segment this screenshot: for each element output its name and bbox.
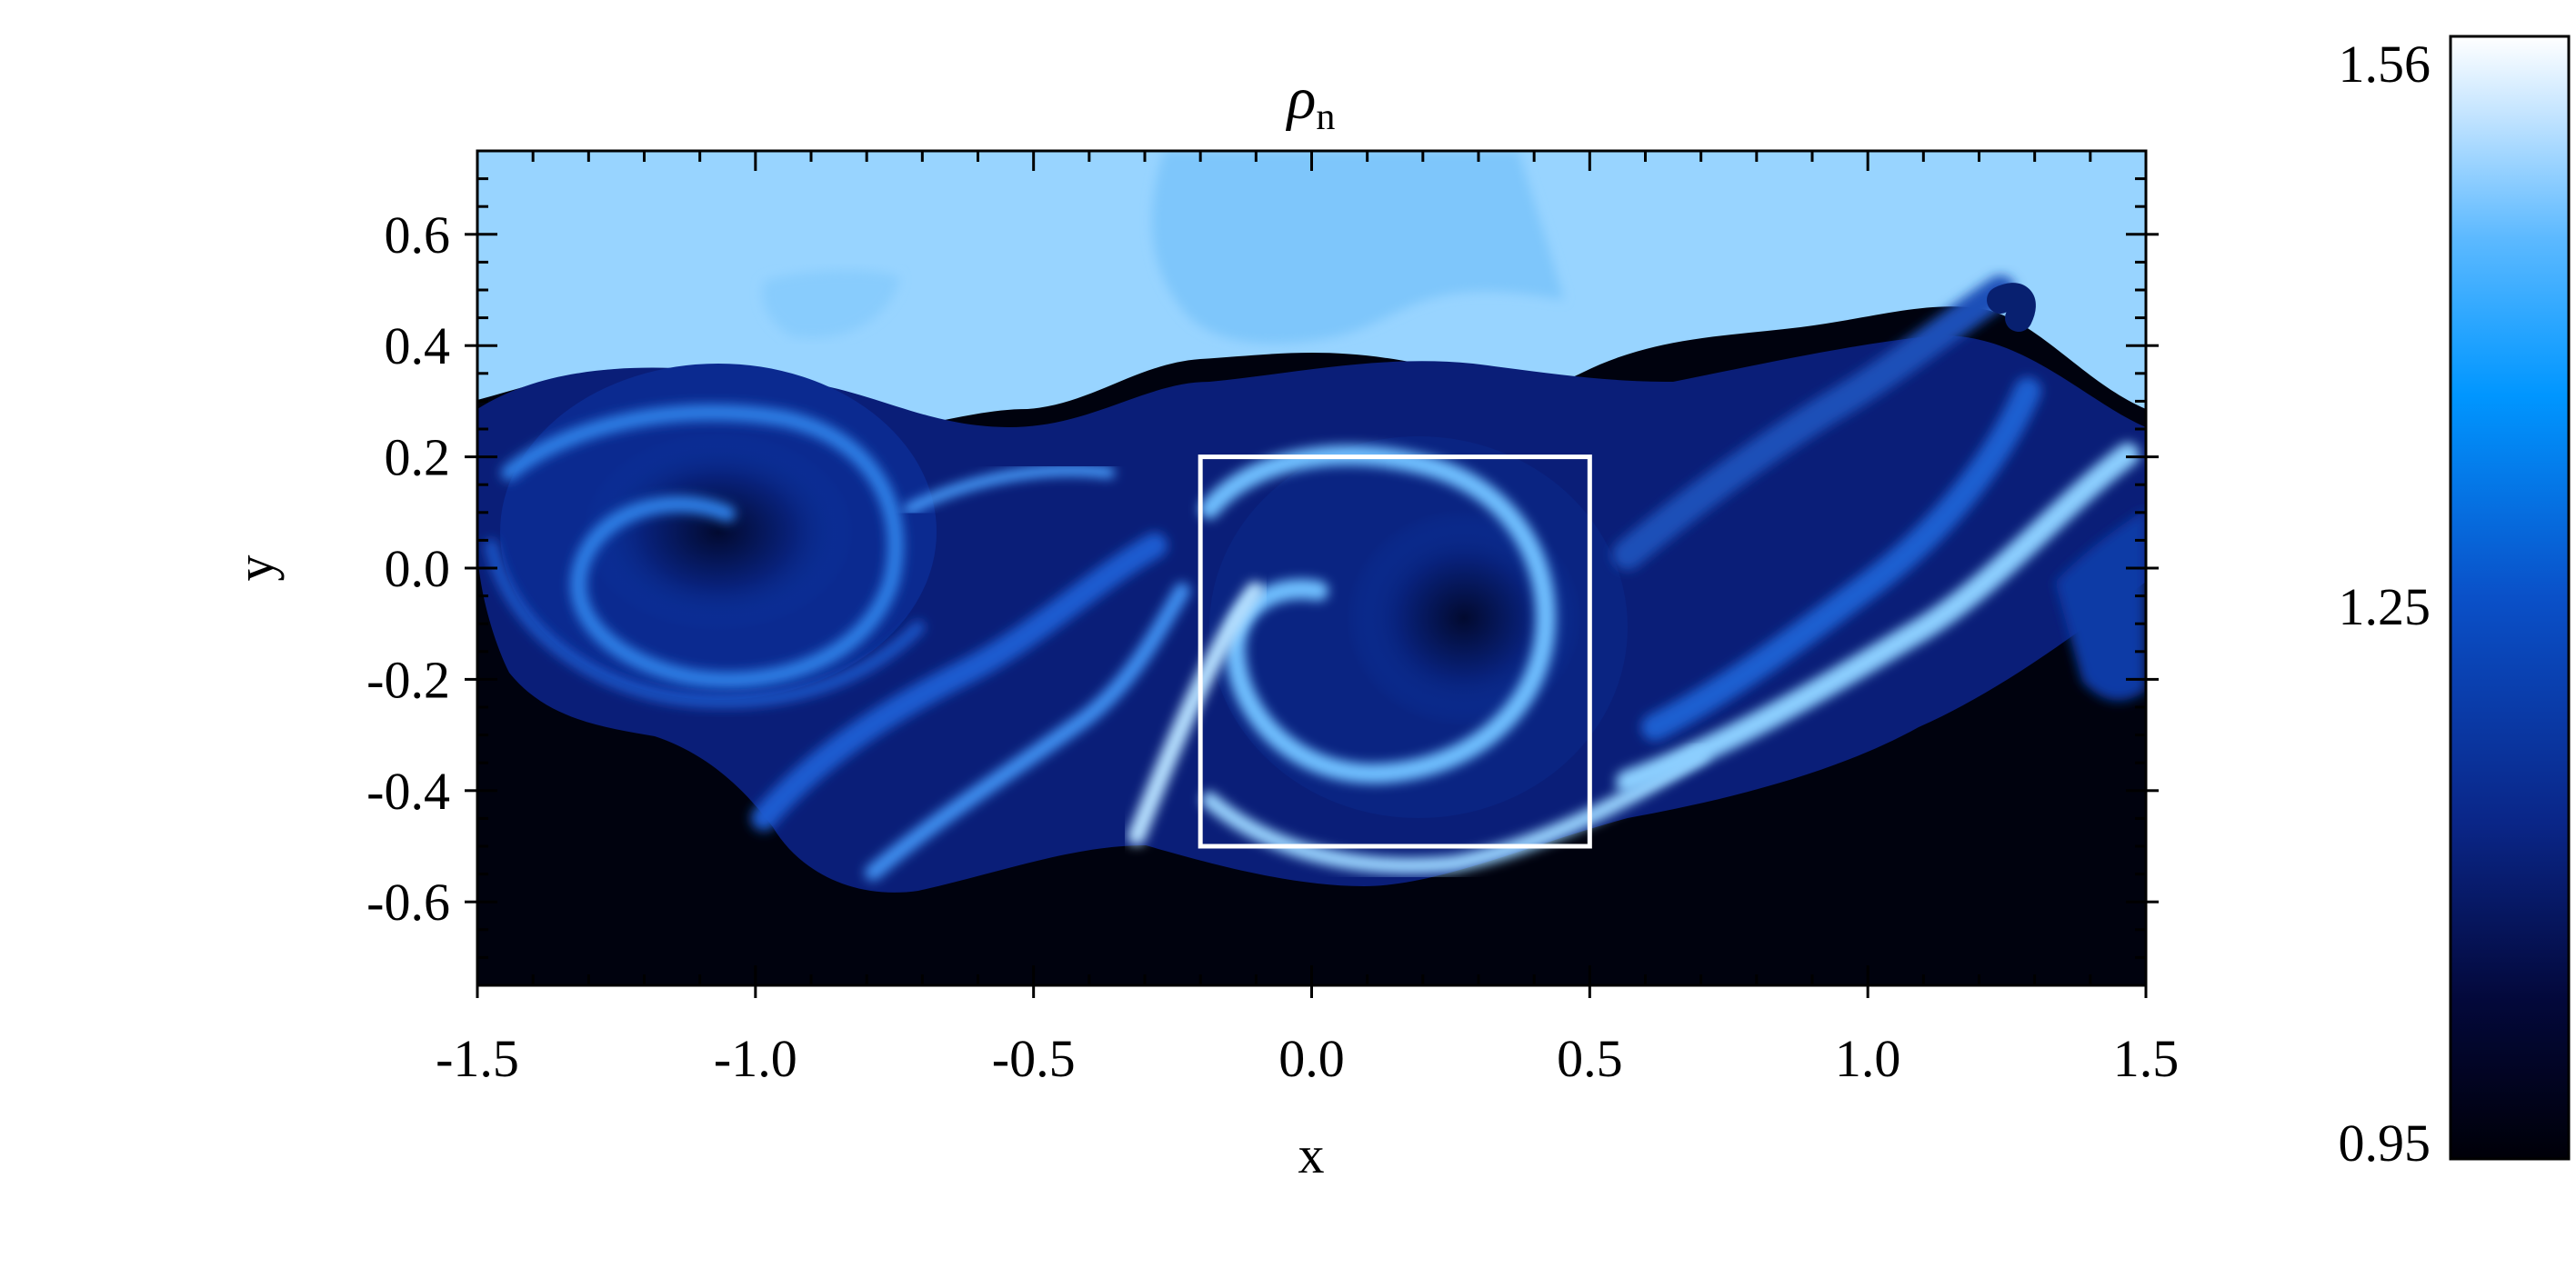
density-field	[477, 151, 2146, 985]
right-filament-5	[2055, 509, 2146, 701]
chart-title: ρn	[1286, 65, 1336, 138]
x-tick-label: 0.0	[1278, 1029, 1345, 1088]
x-tick-label: -1.5	[436, 1029, 519, 1088]
central-vortex-arm-3	[1201, 746, 1709, 874]
center-left-filament-2	[865, 583, 1190, 881]
y-tick-label: 0.4	[385, 316, 451, 375]
y-tick-label: 0.6	[385, 205, 451, 265]
left-vortex-core	[582, 432, 855, 632]
y-tick-label: -0.2	[366, 650, 450, 709]
colorbar	[2449, 35, 2571, 1161]
right-filament-2	[1641, 377, 2041, 741]
y-axis-ticks	[465, 149, 2159, 987]
x-tick-label: -0.5	[992, 1029, 1076, 1088]
highlight-box	[1198, 454, 1592, 849]
x-tick-label: 1.5	[2113, 1029, 2180, 1088]
colorbar-min-label: 0.95	[2339, 1113, 2431, 1173]
x-axis-tick-labels: -1.5 -1.0 -0.5 0.0 0.5 1.0 1.5	[436, 1029, 2179, 1088]
right-filament-3	[1612, 275, 2016, 570]
center-left-filament-1	[751, 533, 1168, 831]
y-tick-label: 0.0	[385, 539, 451, 598]
colorbar-max-label: 1.56	[2339, 35, 2431, 94]
right-filament-1	[1616, 443, 2140, 794]
x-tick-label: 1.0	[1835, 1029, 1901, 1088]
chart-title-symbol: ρ	[1286, 65, 1317, 132]
x-axis-label: x	[1298, 1125, 1325, 1184]
y-axis-tick-labels: 0.6 0.4 0.2 0.0 -0.2 -0.4 -0.6	[366, 205, 450, 932]
central-vortex-arm-2	[1128, 582, 1264, 845]
y-tick-label: -0.6	[366, 873, 450, 932]
y-axis-label: y	[226, 555, 285, 582]
field-upper-patch	[1151, 151, 1564, 344]
y-tick-label: 0.2	[385, 428, 451, 487]
central-vortex-core	[1346, 509, 1582, 727]
left-vortex-arm	[501, 404, 904, 689]
field-upper-patch-small	[762, 270, 900, 338]
y-tick-label: -0.4	[366, 762, 450, 821]
left-vortex-arm-2	[485, 539, 925, 708]
right-filament-4	[1987, 283, 2036, 332]
x-axis-ticks	[476, 151, 2148, 998]
center-left-filament-3	[904, 464, 1115, 514]
colorbar-mid-label: 1.25	[2339, 577, 2431, 636]
chart-title-subscript: n	[1316, 96, 1335, 138]
x-tick-label: 0.5	[1557, 1029, 1623, 1088]
x-tick-label: -1.0	[714, 1029, 797, 1088]
